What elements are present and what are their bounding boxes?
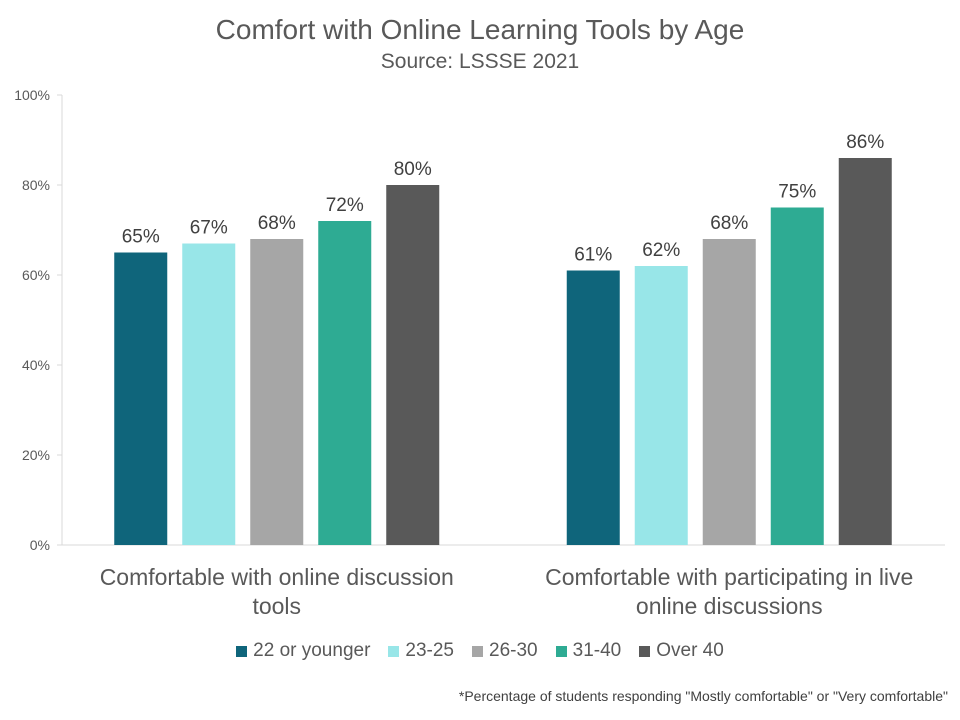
legend-swatch [472, 645, 484, 657]
data-label: 67% [190, 218, 228, 239]
bar [770, 207, 824, 545]
legend-item: 26-30 [472, 640, 538, 662]
footnote: *Percentage of students responding "Most… [458, 688, 948, 704]
legend-label: 26-30 [489, 640, 538, 661]
data-label: 68% [710, 213, 748, 234]
bar [114, 252, 168, 545]
data-label: 72% [326, 195, 364, 216]
data-label: 61% [574, 245, 612, 266]
bar [318, 221, 372, 545]
legend-swatch [236, 645, 248, 657]
data-label: 65% [122, 227, 160, 248]
y-tick-label: 60% [22, 267, 50, 283]
legend-item: 23-25 [388, 640, 454, 662]
legend-label: 23-25 [405, 640, 455, 661]
x-category-label: online discussions [636, 593, 823, 619]
bar [250, 239, 304, 545]
data-label: 80% [394, 159, 432, 180]
legend-item: 22 or younger [236, 640, 370, 662]
legend-label: Over 40 [656, 640, 724, 661]
bar [634, 266, 688, 545]
x-category-label: tools [252, 593, 301, 619]
chart-title: Comfort with Online Learning Tools by Ag… [215, 14, 745, 45]
bar [702, 239, 756, 545]
legend-swatch [555, 645, 567, 657]
bar [838, 158, 892, 545]
data-label: 86% [846, 132, 884, 153]
data-label: 75% [778, 182, 816, 203]
bar [182, 243, 236, 545]
bar [386, 185, 440, 545]
bar [566, 270, 620, 545]
bar-chart: 0% 20% 40% 60% 80% 100% 65% 67% 68% 72% 80% Comfort… [14, 87, 945, 619]
legend-swatch [388, 645, 400, 657]
data-label: 68% [258, 213, 296, 234]
legend-label: 31-40 [572, 640, 622, 661]
data-label: 62% [642, 240, 680, 261]
x-category-label: Comfortable with online discussion [100, 564, 454, 590]
y-tick-label: 80% [22, 177, 50, 193]
y-tick-label: 0% [30, 537, 50, 553]
y-tick-label: 100% [14, 87, 50, 103]
x-category-label: Comfortable with participating in live [545, 564, 913, 590]
legend-swatch [639, 645, 651, 657]
legend-item: Over 40 [639, 640, 724, 662]
y-tick-label: 20% [22, 447, 50, 463]
chart-subtitle: Source: LSSSE 2021 [380, 50, 580, 73]
y-tick-label: 40% [22, 357, 50, 373]
legend-label: 22 or younger [253, 640, 371, 661]
legend-item: 31-40 [555, 640, 622, 662]
chart-legend: 22 or younger 23-25 26-30 31-40 Over 40 [0, 640, 960, 662]
